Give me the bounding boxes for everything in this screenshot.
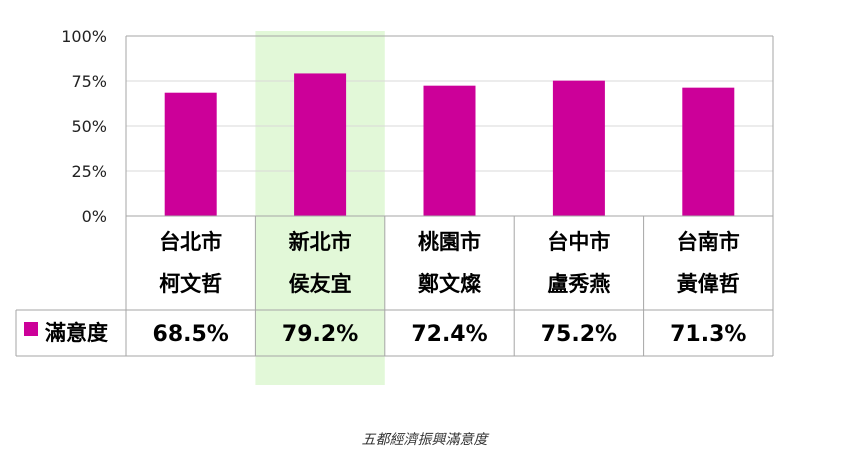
category-label: 台北市 bbox=[159, 230, 222, 254]
y-tick-label: 100% bbox=[61, 27, 107, 46]
category-label: 黃偉哲 bbox=[677, 272, 740, 296]
bar bbox=[294, 73, 347, 216]
bar bbox=[682, 87, 735, 216]
category-label: 台南市 bbox=[677, 230, 740, 254]
bar bbox=[552, 80, 605, 216]
category-label: 台中市 bbox=[547, 230, 610, 254]
category-label: 桃園市 bbox=[418, 230, 481, 254]
chart-caption: 五都經濟振興滿意度 bbox=[361, 432, 488, 448]
y-tick-label: 0% bbox=[82, 207, 107, 226]
y-tick-label: 25% bbox=[71, 162, 107, 181]
legend-label: 滿意度 bbox=[45, 321, 108, 345]
data-label: 72.4% bbox=[411, 322, 487, 347]
category-label: 鄭文燦 bbox=[418, 272, 482, 296]
data-label: 75.2% bbox=[541, 322, 617, 347]
y-tick-label: 50% bbox=[71, 117, 107, 136]
data-label: 71.3% bbox=[670, 322, 746, 347]
category-label: 盧秀燕 bbox=[547, 272, 610, 296]
category-label: 侯友宜 bbox=[289, 272, 352, 296]
bar bbox=[164, 92, 217, 216]
bar bbox=[423, 85, 476, 217]
y-tick-label: 75% bbox=[71, 72, 107, 91]
legend-swatch bbox=[24, 322, 38, 336]
category-label: 柯文哲 bbox=[159, 272, 222, 296]
data-label: 79.2% bbox=[282, 322, 358, 347]
data-label: 68.5% bbox=[153, 322, 229, 347]
category-label: 新北市 bbox=[289, 230, 352, 254]
